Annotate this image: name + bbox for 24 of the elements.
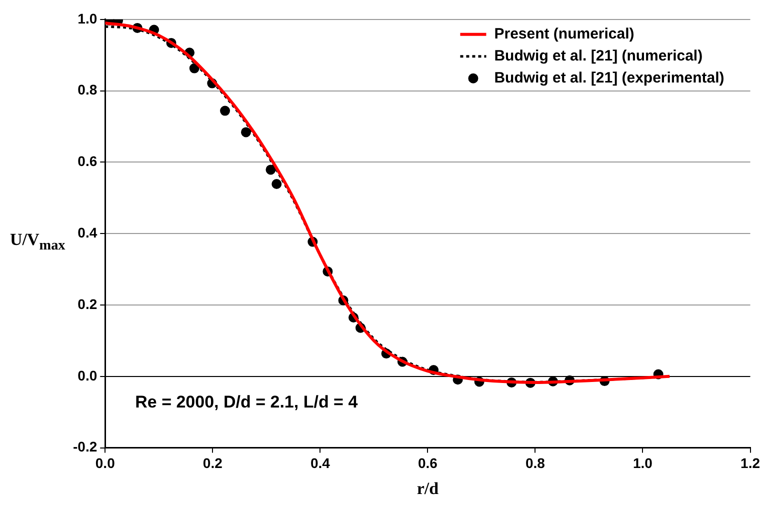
legend-label: Budwig et al. [21] (experimental) (494, 70, 724, 87)
x-tick-label: 0.0 (95, 455, 116, 472)
y-tick-label: 0.4 (78, 224, 98, 240)
annotation: Re = 2000, D/d = 2.1, L/d = 4 (135, 392, 358, 412)
legend-label: Present (numerical) (494, 26, 634, 43)
x-axis-title: r/d (416, 479, 440, 498)
y-tick-label: 0.6 (78, 153, 98, 170)
x-tick-label: 1.0 (633, 455, 653, 472)
point (266, 164, 276, 175)
x-tick-label: 0.6 (418, 455, 438, 472)
point (240, 127, 251, 138)
y-tick-label: 1.0 (78, 10, 98, 26)
y-axis-title: U/V$_{max}$ (10, 230, 66, 254)
y-tick-label: 0.2 (78, 296, 98, 312)
x-tick-label: 0.4 (310, 455, 330, 472)
x-tick-label: 0.8 (525, 455, 546, 472)
legend-label: Budwig et al. [21] (numerical) (494, 48, 703, 65)
y-tick-label: 0.8 (78, 82, 98, 98)
x-tick-label: 0.2 (202, 455, 223, 472)
x-tick-label: 1.2 (740, 455, 760, 472)
y-tick-label: 0.0 (78, 367, 98, 384)
point (220, 106, 230, 116)
y-tick-label: -0.2 (73, 438, 98, 455)
point (272, 178, 282, 189)
